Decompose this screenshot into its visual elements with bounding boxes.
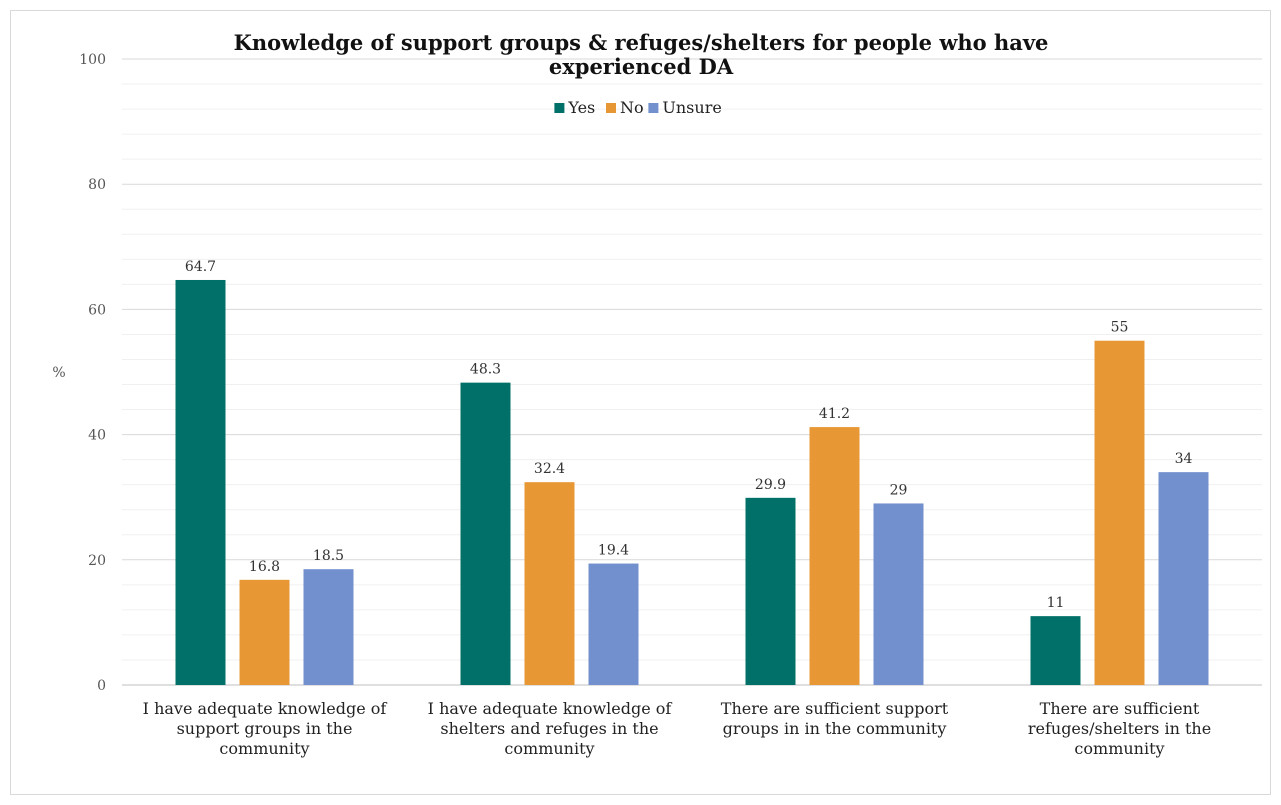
gridlines bbox=[122, 58, 1262, 686]
data-label: 18.5 bbox=[313, 548, 344, 564]
bar-no bbox=[1094, 340, 1145, 685]
data-label: 41.2 bbox=[819, 406, 850, 422]
chart-title: Knowledge of support groups & refuges/sh… bbox=[234, 30, 1049, 79]
y-tick-label: 0 bbox=[97, 678, 106, 694]
category-label: There are sufficient support groups in in… bbox=[721, 699, 949, 738]
chart-title-line: experienced DA bbox=[549, 54, 734, 79]
bar-no bbox=[809, 427, 860, 685]
data-label: 34 bbox=[1175, 451, 1193, 467]
data-label: 16.8 bbox=[249, 559, 280, 575]
data-labels: 64.7 16.8 18.5 48.3 32.4 19.4 29.9 41.2 29 11 55 34 bbox=[185, 259, 1193, 611]
y-tick-label: 60 bbox=[88, 302, 106, 318]
data-label: 32.4 bbox=[534, 461, 565, 477]
bar-unsure bbox=[588, 563, 639, 685]
y-axis-title: % bbox=[52, 365, 65, 381]
bar-no bbox=[239, 579, 290, 685]
bar-unsure bbox=[1158, 472, 1209, 685]
data-label: 19.4 bbox=[598, 543, 629, 559]
data-label: 64.7 bbox=[185, 259, 216, 275]
bar-unsure bbox=[873, 503, 924, 685]
bar-no bbox=[524, 482, 575, 685]
bar-unsure bbox=[303, 569, 354, 685]
bar-yes bbox=[175, 279, 226, 685]
bar-yes bbox=[745, 497, 796, 685]
data-label: 29 bbox=[890, 482, 908, 498]
legend-swatch-yes bbox=[554, 103, 565, 113]
axes: % 0 20 40 60 80 100 I have adequate knowledge … bbox=[52, 52, 1211, 758]
category-label: I have adequate knowledge of shelters and… bbox=[428, 699, 673, 758]
legend-swatch-no bbox=[606, 103, 616, 113]
bar-yes bbox=[460, 382, 511, 685]
legend-label-yes: Yes bbox=[567, 98, 595, 117]
bar-yes bbox=[1030, 616, 1081, 685]
chart-frame: 64.7 16.8 18.5 48.3 32.4 19.4 29.9 41.2 29 11 55 34… bbox=[10, 10, 1271, 795]
data-label: 11 bbox=[1047, 595, 1065, 611]
bar-chart: 64.7 16.8 18.5 48.3 32.4 19.4 29.9 41.2 29 11 55 34… bbox=[52, 30, 1262, 758]
legend-label-no: No bbox=[620, 98, 644, 117]
category-label: There are sufficient refuges/shelters in … bbox=[1028, 699, 1211, 758]
chart-title-line: Knowledge of support groups & refuges/sh… bbox=[234, 30, 1049, 55]
y-tick-label: 40 bbox=[88, 428, 106, 444]
y-tick-label: 80 bbox=[88, 177, 106, 193]
legend-label-unsure: Unsure bbox=[662, 98, 721, 117]
data-label: 55 bbox=[1111, 320, 1129, 336]
y-tick-label: 20 bbox=[88, 553, 106, 569]
data-label: 29.9 bbox=[755, 477, 786, 493]
legend: Yes No Unsure bbox=[554, 98, 722, 117]
bars bbox=[175, 279, 1209, 685]
y-tick-label: 100 bbox=[79, 52, 106, 68]
category-label: I have adequate knowledge of support grou… bbox=[143, 699, 388, 758]
legend-swatch-unsure bbox=[648, 103, 659, 113]
data-label: 48.3 bbox=[470, 362, 501, 378]
